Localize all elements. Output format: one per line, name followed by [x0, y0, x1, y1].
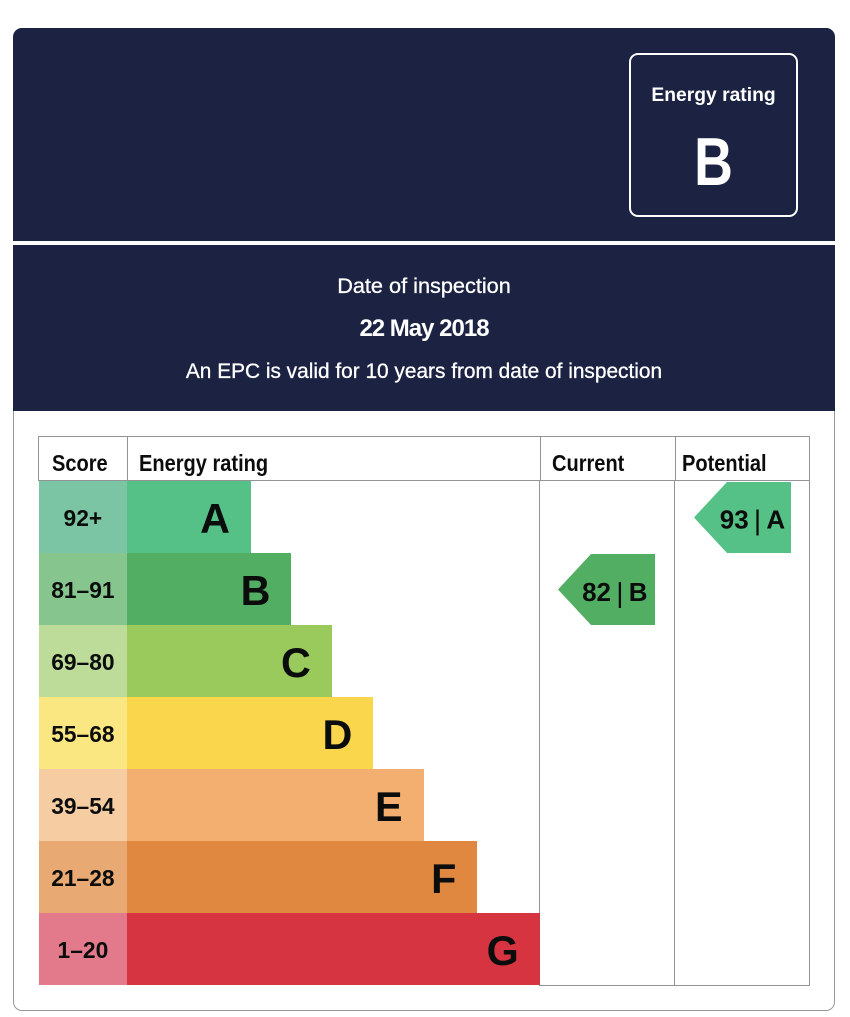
svg-text:93 | A: 93 | A — [720, 504, 786, 535]
svg-text:82 | B: 82 | B — [582, 577, 647, 608]
